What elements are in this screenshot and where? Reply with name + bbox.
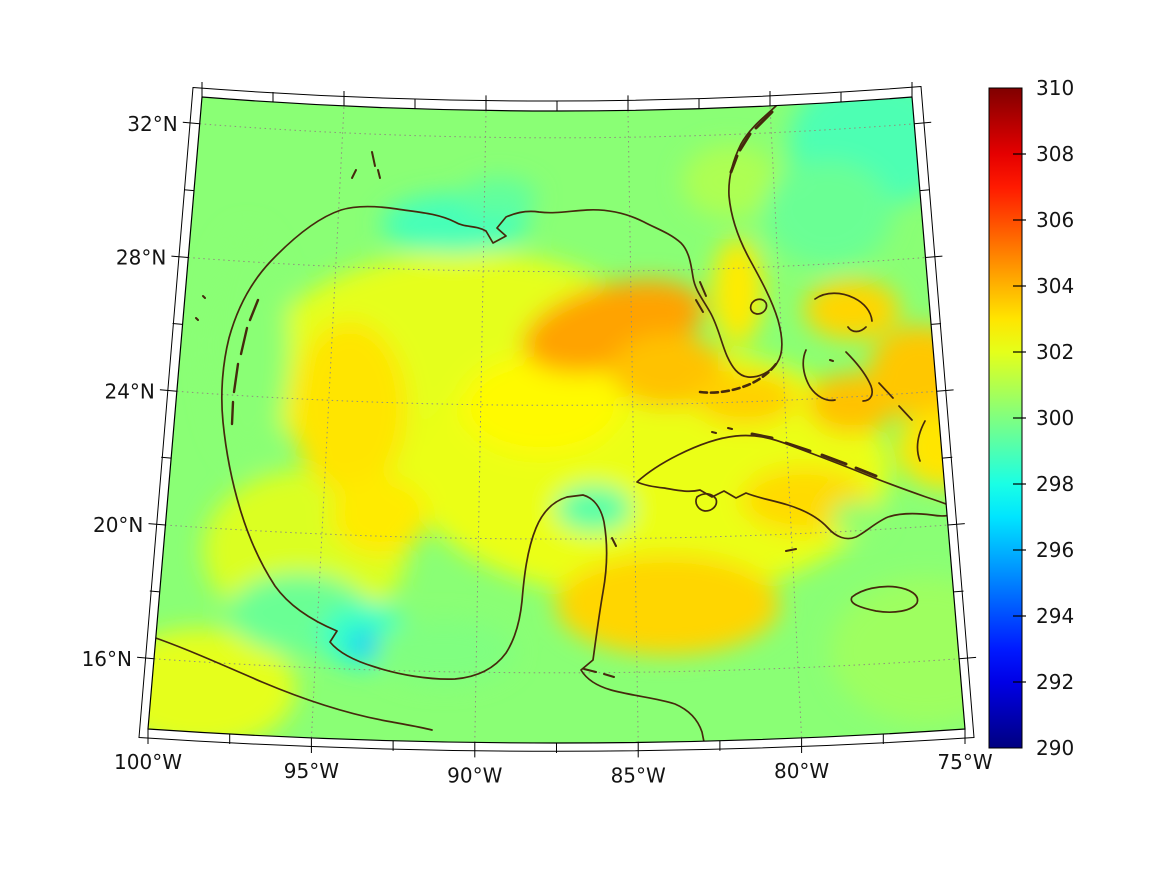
colorbar-tick-label: 294 xyxy=(1036,604,1074,628)
frame-ticks xyxy=(137,82,977,758)
colorbar-labels: 290 292 294 296 298 300 302 304 306 308 310 xyxy=(1036,76,1074,760)
lat-tick xyxy=(936,389,954,392)
texas-barrier-islands xyxy=(230,298,260,426)
frame-divider xyxy=(149,590,160,593)
lat-tick xyxy=(182,121,200,125)
map-area xyxy=(148,97,965,743)
lat-tick xyxy=(159,389,177,392)
coastline-pacific-mexico xyxy=(149,635,433,731)
field-blob xyxy=(460,177,538,218)
field-blob xyxy=(610,333,727,408)
lat-tick-label: 28°N xyxy=(116,246,166,270)
frame-divider xyxy=(183,189,195,192)
meridian-gridline xyxy=(627,110,639,743)
map-frame xyxy=(137,82,977,758)
coastline-mainland xyxy=(220,105,783,743)
lon-tick-label: 75°W xyxy=(937,750,992,774)
tampa-barrier-islands xyxy=(695,281,707,313)
field-blob xyxy=(292,321,408,495)
colorbar-tick-label: 300 xyxy=(1036,406,1074,430)
lake-okeechobee xyxy=(749,298,768,315)
coastline-isla-juventud xyxy=(695,493,718,512)
meridian-gridline xyxy=(310,105,345,738)
colorbar-tick-label: 290 xyxy=(1036,736,1074,760)
colorbar-tick-label: 296 xyxy=(1036,538,1074,562)
graticule-gridlines xyxy=(153,105,960,743)
field-blob xyxy=(205,228,289,463)
lat-tick xyxy=(947,523,965,526)
lon-tick-label: 85°W xyxy=(611,763,666,787)
frame-divider xyxy=(172,323,183,325)
colorbar: 290 292 294 296 298 300 302 304 306 308 310 xyxy=(988,76,1074,760)
georgia-barrier-islands xyxy=(729,110,774,174)
lat-tick-label: 24°N xyxy=(104,379,154,403)
coastlines xyxy=(149,105,959,743)
field-blob xyxy=(693,371,797,426)
colorbar-tick-label: 298 xyxy=(1036,472,1074,496)
frame-divider xyxy=(919,189,930,192)
field-blob xyxy=(373,618,515,685)
colorbar-tick-label: 292 xyxy=(1036,670,1074,694)
lat-tick xyxy=(148,523,166,526)
colorbar-tick-label: 310 xyxy=(1036,76,1074,100)
lon-tick-label: 100°W xyxy=(114,750,182,774)
colorbar-tick-label: 308 xyxy=(1036,142,1074,166)
lat-tick-label: 32°N xyxy=(127,112,177,136)
colorbar-tick-label: 304 xyxy=(1036,274,1074,298)
field-blob xyxy=(830,577,965,725)
lat-tick xyxy=(925,255,943,258)
lat-tick xyxy=(171,255,189,258)
frame-divider xyxy=(942,456,953,459)
field-blob xyxy=(868,325,965,420)
frame-divider xyxy=(161,456,172,459)
bahamas-islands xyxy=(802,292,959,462)
colorbar-ticks xyxy=(1013,153,1026,683)
parallel-gridline xyxy=(165,524,948,540)
frame-outer-border xyxy=(138,85,975,752)
lon-tick-label: 80°W xyxy=(774,759,829,783)
cuba-north-keys xyxy=(750,432,878,478)
parallel-gridline xyxy=(188,257,926,272)
temperature-field xyxy=(148,97,965,743)
frame-divider xyxy=(953,590,964,593)
field-blob xyxy=(830,500,882,535)
lat-tick-label: 20°N xyxy=(93,513,143,537)
field-blob xyxy=(682,144,779,218)
field-blob xyxy=(350,632,379,657)
parallel-gridline xyxy=(153,658,960,674)
lat-tick xyxy=(914,121,932,125)
field-blob xyxy=(555,554,780,655)
field-blob xyxy=(331,475,427,557)
jamaica xyxy=(850,585,919,613)
louisiana-lakes xyxy=(351,151,381,179)
meridian-gridline xyxy=(769,105,803,738)
small-islands xyxy=(195,295,834,678)
colorbar-tick-label: 306 xyxy=(1036,208,1074,232)
lon-tick-label: 95°W xyxy=(284,759,339,783)
frame-divider xyxy=(931,323,942,325)
florida-keys xyxy=(698,362,778,394)
field-blob xyxy=(712,238,764,345)
lat-tick xyxy=(137,656,155,660)
field-blob xyxy=(555,485,633,533)
meridian-gridline xyxy=(474,110,487,743)
colorbar-tick-label: 302 xyxy=(1036,340,1074,364)
lat-tick-label: 16°N xyxy=(82,647,132,671)
axis-labels: 32°N 28°N 24°N 20°N 16°N 100°W 95°W 90°W 85°W 80°… xyxy=(82,112,993,788)
parallel-gridline xyxy=(176,390,937,406)
lat-tick xyxy=(959,656,977,660)
field-blob xyxy=(764,160,892,267)
lon-tick-label: 90°W xyxy=(447,763,502,787)
